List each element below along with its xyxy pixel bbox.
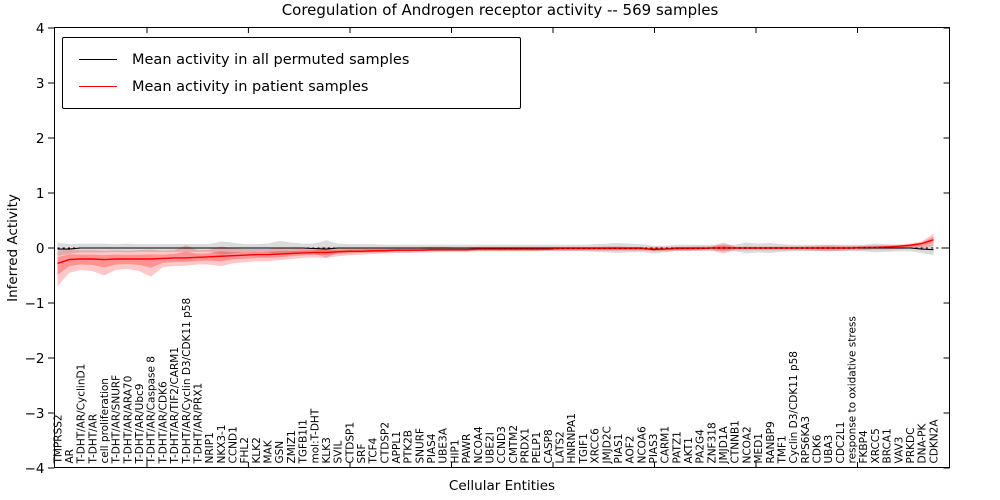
x-tick-label: PIAS4 <box>426 433 438 463</box>
x-tick-label: KLK2 <box>251 437 263 463</box>
y-tick-label: 1 <box>36 186 45 202</box>
y-tick-label: −3 <box>25 406 45 422</box>
x-tick-label: BRCA1 <box>882 428 894 463</box>
legend-label-permuted: Mean activity in all permuted samples <box>132 51 410 68</box>
x-tick-label: TCF4 <box>368 437 380 464</box>
x-tick-label: NKX3-1 <box>216 424 228 463</box>
x-tick-label: PIAS1 <box>613 434 625 464</box>
x-tick-label: XRCC5 <box>870 428 882 463</box>
x-tick-label: XRCC6 <box>590 428 602 464</box>
x-tick-label: CTDSP1 <box>344 422 356 464</box>
legend-label-patient: Mean activity in patient samples <box>132 78 369 95</box>
x-tick-label: CTNNB1 <box>730 420 742 463</box>
x-tick-label: CDKN2A <box>928 419 940 464</box>
x-tick-label: CMTM2 <box>508 425 520 464</box>
y-tick-label: −2 <box>25 351 45 367</box>
x-tick-label: AOF2 <box>625 436 637 464</box>
y-tick-label: 0 <box>36 241 45 257</box>
x-tick-label: JMJD1A <box>718 425 730 464</box>
x-tick-label: CASP8 <box>543 429 555 463</box>
x-tick-label: T-DHT/AR/PRX1 <box>192 383 204 465</box>
legend-line-sample-patient <box>79 86 117 87</box>
y-tick-label: −1 <box>25 296 45 312</box>
y-tick-label: 2 <box>36 131 45 147</box>
x-tick-label: ZNF318 <box>706 422 718 463</box>
x-tick-label: T-DHT/AR/CDK6 <box>157 381 169 464</box>
x-tick-label: PIAS3 <box>648 434 660 464</box>
x-tick-label: T-DHT/AR/ARA70 <box>122 376 134 465</box>
y-tick-label: 4 <box>36 21 45 37</box>
x-tick-label: PTK2B <box>403 430 415 464</box>
x-tick-label: T-DHT/AR/TIF2/CARM1 <box>169 347 181 465</box>
x-tick-label: CDK6 <box>812 434 824 463</box>
legend-line-sample-permuted <box>79 59 117 60</box>
patient-std-band <box>57 233 934 287</box>
x-tick-label: TMF1 <box>776 435 788 464</box>
x-tick-label: T-DHT/AR/CyclinD1 <box>76 364 88 465</box>
x-tick-label: NCOA2 <box>741 426 753 463</box>
x-tick-label: FKBP4 <box>858 430 870 463</box>
x-tick-label: GSN <box>274 441 286 464</box>
x-tick-label: T-DHT/AR <box>87 414 99 465</box>
x-tick-label: PELP1 <box>531 432 543 464</box>
x-tick-label: LATS2 <box>555 431 567 463</box>
x-tick-label: TGIF1 <box>578 433 590 464</box>
x-tick-label: PAWR <box>461 434 473 464</box>
x-tick-label: ZMIZ1 <box>286 430 298 463</box>
legend-item-permuted: Mean activity in all permuted samples <box>79 46 520 73</box>
x-tick-label: NRIP1 <box>204 432 216 463</box>
x-tick-label: SVIL <box>333 441 345 464</box>
x-tick-label: UBE2I <box>484 432 496 463</box>
x-tick-label: NCOA6 <box>636 426 648 463</box>
x-tick-label: RPS6KA3 <box>800 416 812 464</box>
x-tick-label: cell proliferation <box>99 378 111 463</box>
x-tick-label: SNURF <box>414 428 426 464</box>
x-tick-label: AKT1 <box>683 437 695 463</box>
chart-title: Coregulation of Androgen receptor activi… <box>281 1 719 19</box>
x-tick-label: AR <box>64 449 76 463</box>
x-tick-label: PATZ1 <box>671 431 683 463</box>
x-tick-label: HIP1 <box>449 439 461 463</box>
legend-item-patient: Mean activity in patient samples <box>79 73 520 100</box>
x-tick-label: CARM1 <box>660 426 672 464</box>
x-tick-label: PA2G4 <box>695 429 707 464</box>
x-tick-label: CDC2L1 <box>835 422 847 464</box>
x-tick-label: KLK3 <box>321 437 333 463</box>
x-tick-label: response to oxidative stress <box>847 316 859 463</box>
x-tick-label: PRKDC <box>905 428 917 464</box>
x-tick-label: SRF <box>356 443 368 463</box>
x-tick-label: APPL1 <box>391 431 403 463</box>
x-tick-label: T-DHT/AR/Caspase 8 <box>146 356 158 464</box>
y-axis-label: Inferred Activity <box>5 194 21 302</box>
x-tick-label: T-DHT/AR/Cyclin D3/CDK11 p58 <box>181 298 193 465</box>
x-tick-label: T-DHT/AR/Ubc9 <box>134 384 146 465</box>
x-tick-label: CCND3 <box>496 426 508 463</box>
y-tick-label: −4 <box>25 461 45 477</box>
x-tick-label: DNA-PK <box>917 422 929 463</box>
x-axis-label: Cellular Entities <box>448 478 556 494</box>
x-tick-label: UBA3 <box>823 435 835 464</box>
x-tick-label: Cyclin D3/CDK11 p58 <box>788 351 800 463</box>
x-tick-label: TMPRSS2 <box>52 414 64 464</box>
x-tick-label: TGFB1I1 <box>298 419 310 464</box>
x-tick-label: HNRNPA1 <box>566 413 578 463</box>
x-tick-label: MAK <box>263 439 275 463</box>
y-tick-label: 3 <box>36 76 45 92</box>
x-tick-label: RANBP9 <box>765 421 777 463</box>
x-tick-label: CCND1 <box>228 426 240 463</box>
x-tick-label: UBE3A <box>438 427 450 463</box>
x-tick-label: PRDX1 <box>520 428 532 464</box>
x-tick-label: NCOA4 <box>473 426 485 463</box>
x-tick-label: FHL2 <box>239 437 251 463</box>
x-tick-label: VAV3 <box>893 437 905 464</box>
x-tick-label: MED1 <box>753 433 765 463</box>
x-tick-label: mol:T-DHT <box>309 408 321 463</box>
x-tick-label: CTDSP2 <box>379 422 391 464</box>
x-tick-label: JMJD2C <box>601 426 613 464</box>
x-tick-label: T-DHT/AR/SNURF <box>111 375 123 465</box>
legend: Mean activity in all permuted samples Me… <box>62 37 521 109</box>
